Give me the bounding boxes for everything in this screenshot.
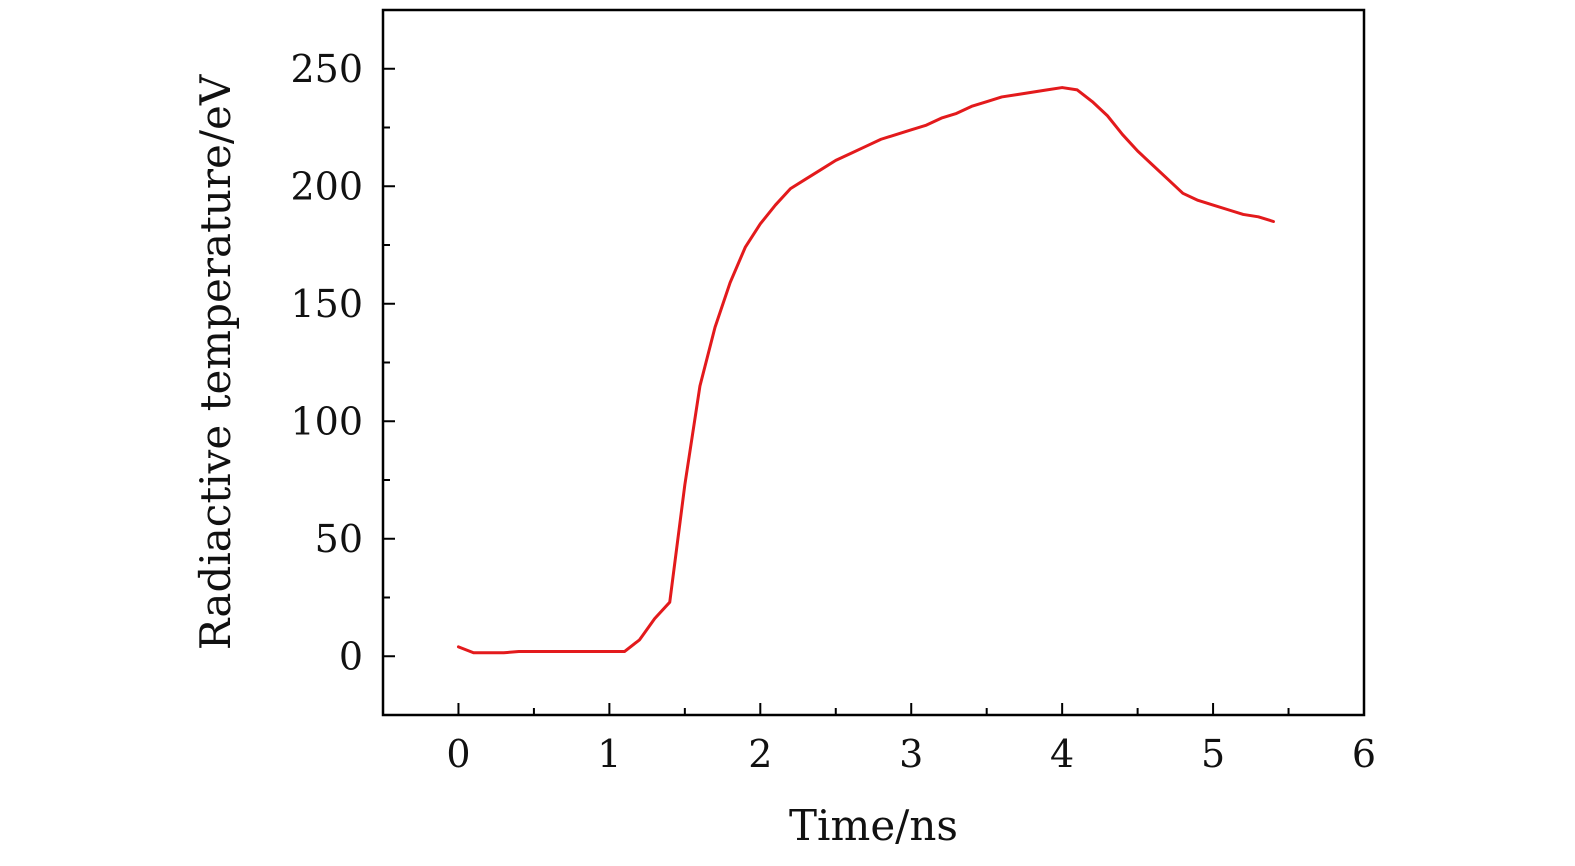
y-tick-label: 50 [315,517,363,561]
x-tick-label: 1 [597,732,621,776]
series-line-1 [456,86,1275,655]
x-tick-label: 5 [1201,732,1225,776]
y-tick-label: 150 [290,282,363,326]
plot-series [456,86,1275,655]
x-tick-label: 0 [446,732,470,776]
x-axis-title: Time/ns [789,801,958,850]
y-tick-label: 200 [290,164,363,208]
y-tick-label: 250 [290,47,363,91]
tick-labels: 0 1 2 3 4 5 6 0 50 100 150 200 250 [290,47,1376,776]
x-tick-label: 3 [899,732,923,776]
x-tick-label: 6 [1352,732,1376,776]
y-axis-title: Radiactive temperature/eV [191,74,240,650]
plot-frame [381,8,1366,717]
y-tick-label: 0 [339,634,363,678]
y-tick-label: 100 [290,399,363,443]
x-tick-label: 4 [1050,732,1074,776]
x-tick-label: 2 [748,732,772,776]
